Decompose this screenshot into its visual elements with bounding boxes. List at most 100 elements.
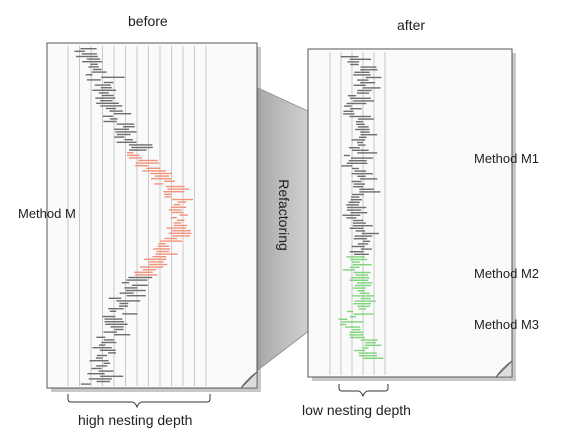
code-line [116, 123, 135, 125]
code-line [349, 115, 372, 118]
code-line [357, 175, 366, 177]
code-line [346, 162, 368, 164]
code-line [92, 68, 102, 71]
code-line [173, 204, 181, 206]
code-line [357, 144, 366, 146]
code-line [150, 172, 172, 175]
code-line [150, 178, 172, 180]
code-line [146, 167, 161, 169]
code-line [91, 71, 107, 73]
code-line [105, 107, 117, 110]
code-line [359, 178, 378, 180]
code-line [353, 186, 364, 188]
code-line [338, 318, 348, 320]
code-line [353, 238, 367, 240]
code-line [96, 380, 110, 383]
code-line [360, 339, 378, 341]
code-line [339, 323, 347, 326]
code-line [354, 300, 376, 302]
code-line [350, 108, 362, 110]
code-line [349, 58, 372, 60]
code-line [100, 105, 123, 107]
code-line [360, 82, 376, 84]
code-line [124, 139, 133, 141]
code-line [362, 87, 381, 89]
code-line [357, 243, 369, 245]
code-line [100, 375, 124, 377]
code-line [347, 95, 357, 97]
code-line [94, 84, 111, 86]
code-line [355, 274, 369, 276]
method-m2-label: Method M2 [474, 266, 540, 281]
code-line [109, 118, 118, 120]
code-line [346, 310, 354, 313]
code-line [170, 217, 177, 219]
code-line [92, 89, 117, 91]
code-line [114, 136, 125, 138]
code-line [353, 100, 374, 102]
code-line [347, 61, 360, 63]
code-line [75, 55, 98, 58]
code-line [361, 232, 379, 235]
code-line [96, 354, 107, 357]
code-line [357, 79, 369, 81]
code-line [85, 74, 93, 76]
code-line [349, 251, 364, 253]
method-m-label: Method M [18, 206, 76, 221]
code-line [356, 141, 364, 144]
code-line [127, 152, 134, 154]
code-line [142, 269, 157, 271]
code-line [155, 253, 178, 255]
code-line [96, 365, 108, 367]
after-page [307, 48, 516, 381]
after-code-lines [338, 56, 384, 359]
code-line [365, 76, 382, 79]
code-line [355, 121, 363, 123]
code-line [149, 263, 168, 266]
code-line [341, 321, 364, 323]
code-line [354, 253, 369, 255]
code-line [121, 282, 130, 284]
code-line [357, 305, 370, 307]
code-line [177, 201, 187, 203]
code-line [98, 92, 109, 94]
code-line [355, 128, 370, 131]
code-line [354, 170, 367, 172]
code-line [352, 264, 372, 266]
code-line [176, 219, 185, 221]
before-page [46, 42, 261, 392]
code-line [352, 225, 373, 227]
code-line [101, 94, 114, 97]
code-line [353, 313, 374, 315]
code-line [115, 131, 137, 133]
code-line [346, 256, 365, 258]
code-line [91, 367, 102, 370]
code-line [132, 284, 148, 286]
code-line [74, 50, 85, 52]
code-line [351, 245, 365, 248]
before-page-fold [240, 371, 258, 389]
code-line [116, 300, 141, 302]
code-line [154, 183, 164, 185]
code-line [362, 347, 369, 349]
code-line [356, 282, 373, 284]
code-line [102, 115, 113, 117]
code-line [92, 347, 112, 349]
code-line [350, 97, 371, 99]
code-line [160, 240, 183, 242]
code-line [88, 378, 112, 380]
code-line [108, 308, 124, 310]
code-line [81, 53, 97, 55]
before-title: before [128, 13, 168, 29]
code-line [357, 290, 365, 292]
method-m1-label: Method M1 [474, 151, 540, 166]
code-line [90, 63, 98, 65]
code-line [365, 342, 376, 344]
code-line [349, 331, 364, 333]
code-line [108, 297, 122, 299]
code-line [127, 154, 140, 156]
code-line [131, 146, 153, 149]
code-line [164, 193, 171, 195]
code-line [351, 196, 360, 198]
code-line [359, 136, 367, 138]
